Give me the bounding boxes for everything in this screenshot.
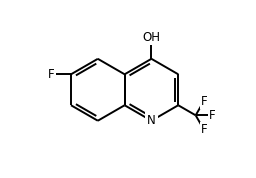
Text: N: N [147, 114, 156, 127]
Text: OH: OH [142, 31, 161, 44]
Text: F: F [200, 95, 207, 108]
Text: F: F [48, 68, 55, 81]
Text: F: F [209, 109, 215, 122]
Text: F: F [200, 123, 207, 136]
